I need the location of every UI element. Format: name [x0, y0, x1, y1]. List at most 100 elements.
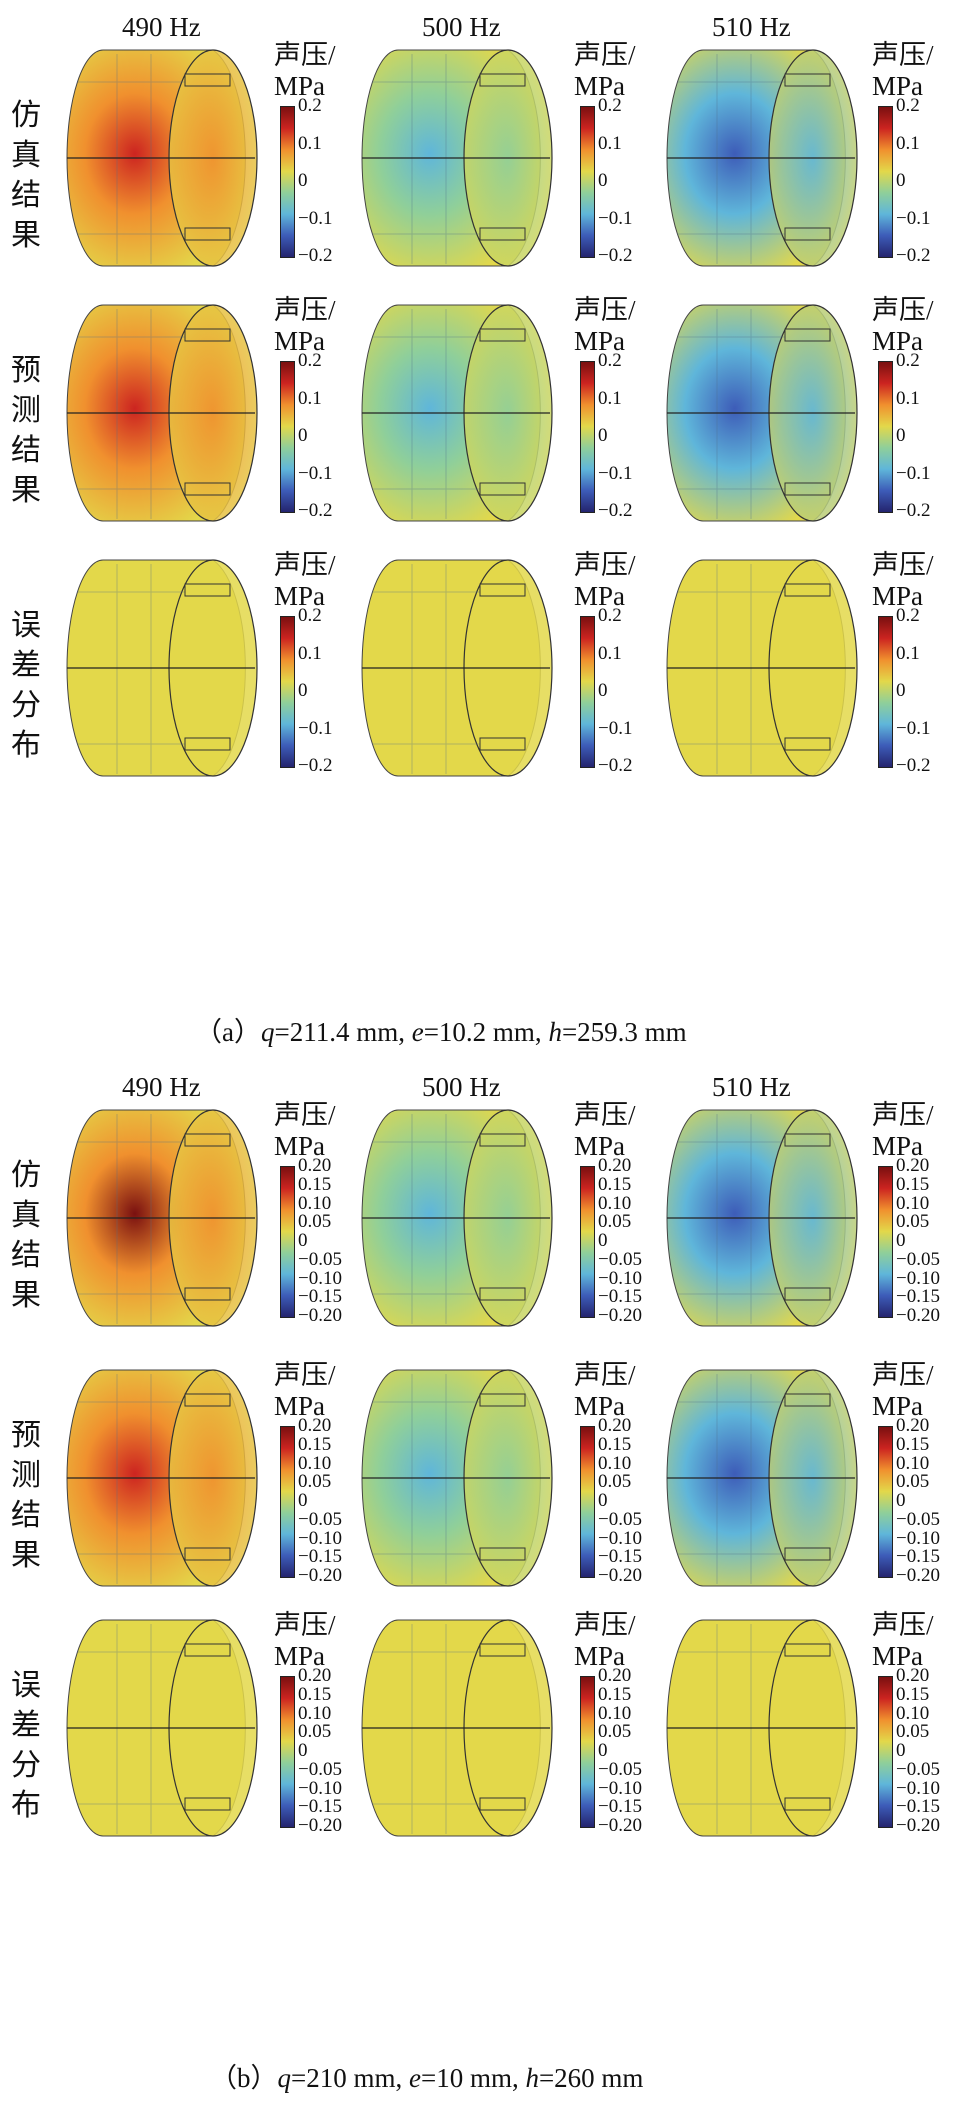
cylinder-field-plot [66, 49, 258, 267]
colorbar-tick-label: 0.15 [598, 1173, 632, 1195]
caption-var-e: e [411, 1017, 424, 1047]
cylinder-field-plot [66, 1619, 258, 1837]
row-label-char: 真 [11, 1199, 41, 1232]
bracket-outline [784, 73, 831, 241]
row-label-char: 布 [11, 729, 41, 762]
colorbar-tick-label: −0.10 [298, 1527, 342, 1549]
row-label-char: 差 [11, 649, 41, 682]
colorbar-gradient [580, 1676, 595, 1828]
row-label: 误差分布 [8, 1666, 44, 1826]
colorbar-tick-label: 0 [598, 1740, 608, 1761]
colorbar-tick-label: 0.10 [896, 1702, 930, 1724]
bracket-outline [184, 583, 231, 751]
bracket-outline [184, 1393, 231, 1561]
colorbar-title-line2: MPa [574, 581, 626, 611]
row-label-char: 预 [11, 1419, 41, 1452]
row-label-char: 真 [11, 139, 41, 172]
colorbar-tick-label: 0 [598, 425, 608, 446]
colorbar-tick-label: −0.10 [896, 1777, 940, 1799]
bracket-outline [184, 1643, 231, 1811]
colorbar-tick-label: 0 [896, 1230, 906, 1251]
colorbar-title-line1: 声压/ [574, 40, 636, 70]
colorbar-tick-label: 0.2 [598, 605, 622, 626]
colorbar-title-line2: MPa [574, 326, 626, 356]
colorbar-tick-label: 0.1 [598, 387, 622, 409]
colorbar-tick-label: 0 [298, 1490, 308, 1511]
bracket-outline [784, 1133, 831, 1301]
bracket-outline [479, 583, 526, 751]
caption-e-value: =10.2 mm, [423, 1017, 549, 1047]
cylinder-field-plot [666, 49, 858, 267]
row-label-char: 差 [11, 1709, 41, 1742]
colorbar-tick-label: −0.05 [298, 1758, 342, 1780]
colorbar-tick-label: −0.2 [598, 500, 633, 521]
colorbar-tick-label: 0.10 [598, 1702, 632, 1724]
row-label-char: 结 [11, 434, 41, 467]
row-label: 误差分布 [8, 606, 44, 766]
colorbar-title-line2: MPa [574, 1641, 626, 1671]
colorbar-tick-label: 0 [598, 1230, 608, 1251]
cylinder-field-plot [66, 1109, 258, 1327]
inner-structure [677, 1114, 785, 1324]
colorbar-tick-label: 0.20 [298, 1415, 332, 1436]
colorbar-tick-label: −0.20 [896, 1815, 940, 1836]
colorbar-tick-label: −0.20 [298, 1565, 342, 1586]
colorbar-tick-label: −0.20 [896, 1305, 940, 1326]
colorbar-gradient [280, 361, 295, 513]
colorbar-tick-label: 0.2 [598, 95, 622, 116]
colorbar-tick-label: 0 [896, 425, 906, 446]
colorbar-tick-label: −0.15 [298, 1286, 342, 1308]
colorbar-tick-label: −0.1 [598, 207, 633, 229]
colorbar-title-line2: MPa [274, 326, 326, 356]
row-label-char: 结 [11, 1499, 41, 1532]
caption-q-value: =210 mm, [291, 2063, 409, 2093]
colorbar-title-line1: 声压/ [574, 550, 636, 580]
colorbar-tick-label: −0.15 [298, 1546, 342, 1568]
colorbar-tick-label: 0 [298, 680, 308, 701]
colorbar-tick-label: −0.2 [598, 245, 633, 266]
bracket-outline [479, 1393, 526, 1561]
caption-e-value: =10 mm, [420, 2063, 526, 2093]
inner-structure [372, 1374, 480, 1584]
colorbar-tick-label: 0.20 [896, 1415, 930, 1436]
caption-var-e: e [408, 2063, 421, 2093]
colorbar-tick-label: 0.15 [896, 1433, 930, 1455]
colorbar-tick-label: 0.1 [298, 132, 322, 154]
frequency-label: 510 Hz [712, 1072, 791, 1102]
colorbar-tick-label: −0.20 [298, 1815, 342, 1836]
colorbar-tick-label: −0.1 [896, 462, 931, 484]
colorbar-tick-label: 0.1 [598, 132, 622, 154]
colorbar-tick-label: −0.1 [298, 717, 333, 739]
colorbar-tick-label: −0.1 [298, 462, 333, 484]
cylinder-field-plot [361, 1619, 553, 1837]
row-label-char: 果 [11, 219, 41, 252]
row-label-char: 分 [11, 689, 41, 722]
colorbar-tick-label: −0.1 [598, 462, 633, 484]
row-label-char: 分 [11, 1749, 41, 1782]
row-label-char: 测 [11, 1459, 41, 1492]
colorbar-tick-label: 0 [896, 1490, 906, 1511]
inner-structure [677, 54, 785, 264]
colorbar-tick-label: 0.20 [896, 1155, 930, 1176]
colorbar-gradient [280, 1426, 295, 1578]
row-label-char: 误 [11, 609, 41, 642]
colorbar-title-line1: 声压/ [274, 1610, 336, 1640]
colorbar-tick-label: −0.2 [896, 245, 931, 266]
row-label: 仿真结果 [8, 96, 44, 256]
colorbar-gradient [580, 1166, 595, 1318]
inner-structure [372, 564, 480, 774]
row-label: 仿真结果 [8, 1156, 44, 1316]
colorbar-title-line1: 声压/ [574, 295, 636, 325]
inner-structure [372, 1624, 480, 1834]
caption-h-value: =259.3 mm [561, 1017, 687, 1047]
colorbar-tick-label: −0.20 [598, 1815, 642, 1836]
colorbar-tick-label: −0.15 [896, 1286, 940, 1308]
caption-var-h: h [548, 1017, 562, 1047]
colorbar-tick-label: 0.05 [598, 1211, 632, 1233]
colorbar-title-line1: 声压/ [872, 295, 934, 325]
colorbar-gradient [878, 1426, 893, 1578]
caption-var-q: q [277, 2063, 292, 2093]
colorbar-title-line2: MPa [274, 581, 326, 611]
colorbar-tick-label: 0.20 [598, 1415, 632, 1436]
colorbar-tick-label: −0.05 [298, 1508, 342, 1530]
